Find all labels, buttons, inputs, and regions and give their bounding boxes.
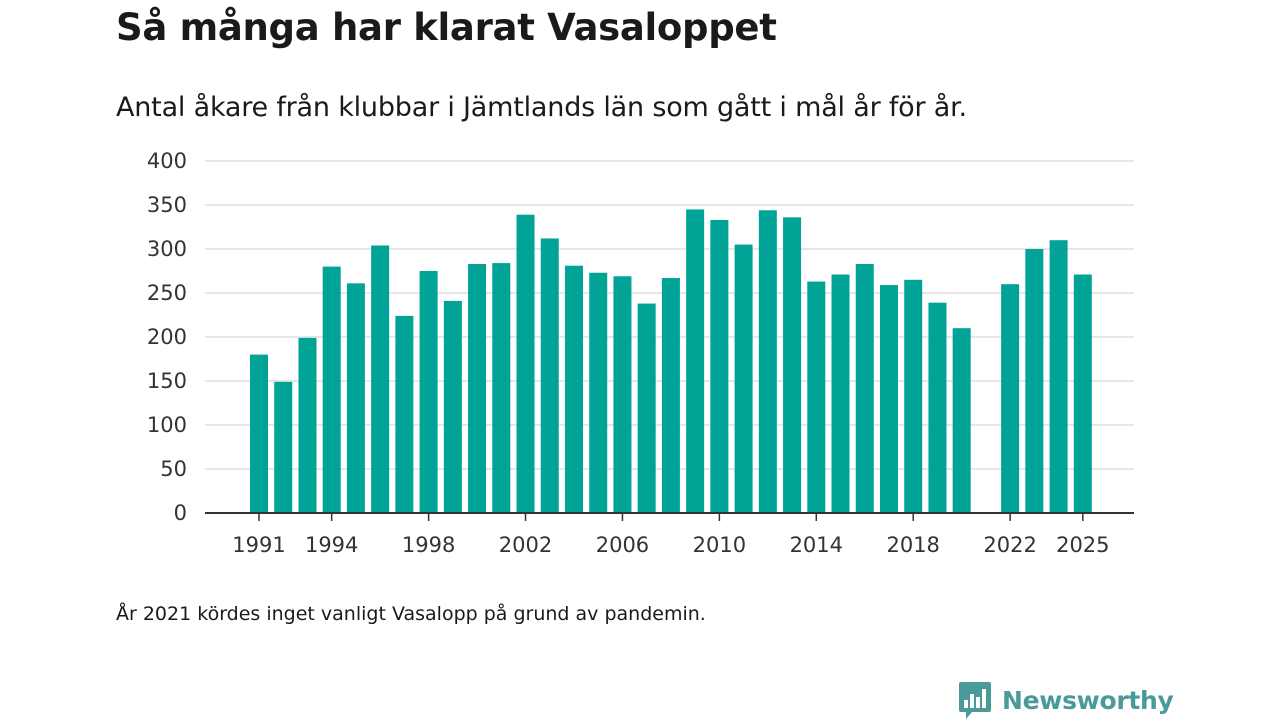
chart-speech-bubble-icon <box>959 682 991 719</box>
bar-1992 <box>274 381 293 513</box>
bar-2002 <box>516 214 535 513</box>
x-tick-label: 2018 <box>886 533 939 557</box>
x-tick-label: 2006 <box>596 533 649 557</box>
bar-2023 <box>1025 249 1044 513</box>
x-tick-label: 2022 <box>983 533 1036 557</box>
x-axis-ticks: 1991 1994 1998 2002 2006 2010 2014 2018 2022 2025 <box>232 513 1110 557</box>
brand-name: Newsworthy <box>1002 685 1174 715</box>
bar-2020 <box>952 328 971 513</box>
y-tick-label: 100 <box>147 413 187 437</box>
chart-subtitle: Antal åkare från klubbar i Jämtlands län… <box>116 92 967 123</box>
y-tick-label: 0 <box>174 501 187 525</box>
x-tick-label: 2010 <box>693 533 746 557</box>
bar-1998 <box>419 271 438 513</box>
x-tick-label: 2025 <box>1056 533 1109 557</box>
y-axis-ticks: 0 50 100 150 200 250 300 350 400 <box>147 149 187 525</box>
bar-2014 <box>807 281 826 513</box>
footnote: År 2021 kördes inget vanligt Vasalopp på… <box>116 603 706 625</box>
x-tick-label: 2002 <box>499 533 552 557</box>
bar-2016 <box>855 263 874 513</box>
y-tick-label: 150 <box>147 369 187 393</box>
chart-title: Så många har klarat Vasaloppet <box>116 6 777 49</box>
bar-1991 <box>250 354 268 513</box>
x-tick-label: 2014 <box>790 533 843 557</box>
bar-1999 <box>443 300 462 513</box>
bar-2001 <box>492 263 511 513</box>
y-tick-label: 50 <box>160 457 187 481</box>
bar-2024 <box>1049 240 1068 513</box>
bar-2004 <box>564 265 583 513</box>
bar-2017 <box>879 285 898 513</box>
y-tick-label: 350 <box>147 193 187 217</box>
y-tick-label: 250 <box>147 281 187 305</box>
x-tick-label: 1994 <box>305 533 358 557</box>
newsworthy-logo: Newsworthy <box>958 680 1174 720</box>
bar-2013 <box>783 217 802 513</box>
bar-2022 <box>1001 284 1020 513</box>
bar-2025 <box>1073 274 1092 513</box>
bar-1997 <box>395 315 414 513</box>
bar-2007 <box>637 303 656 513</box>
bar-2011 <box>734 244 753 513</box>
bar-2010 <box>710 219 729 513</box>
x-tick-label: 1991 <box>232 533 285 557</box>
bar-2019 <box>928 302 947 513</box>
bar-2018 <box>904 279 923 513</box>
bar-2012 <box>758 210 777 513</box>
bar-2015 <box>831 274 850 513</box>
bar-2009 <box>686 209 705 513</box>
bar-chart: 0 50 100 150 200 250 300 350 400 1991 1994 1998 200… <box>147 149 1134 557</box>
y-tick-label: 300 <box>147 237 187 261</box>
bar-1993 <box>298 337 317 513</box>
bar-2003 <box>540 238 559 513</box>
y-tick-label: 200 <box>147 325 187 349</box>
bar-1996 <box>371 245 390 514</box>
bars <box>250 209 1092 514</box>
x-tick-label: 1998 <box>402 533 455 557</box>
bar-2005 <box>589 272 608 513</box>
bar-1994 <box>322 266 341 513</box>
bar-2000 <box>468 263 487 513</box>
bar-2008 <box>661 278 680 513</box>
bar-2006 <box>613 276 632 513</box>
bar-1995 <box>346 283 365 513</box>
y-tick-label: 400 <box>147 149 187 173</box>
